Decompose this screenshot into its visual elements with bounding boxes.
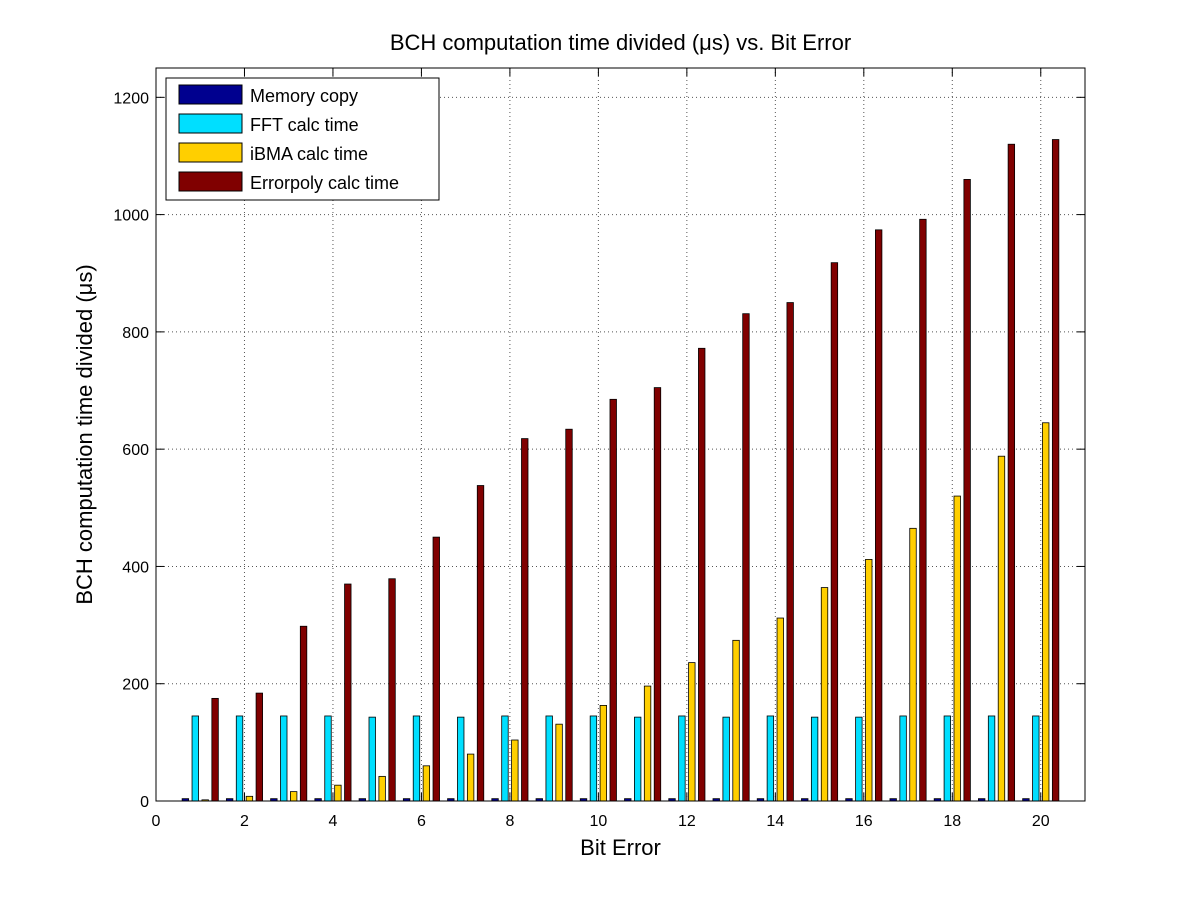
bar-ibma-calc-time-3 — [290, 791, 298, 802]
bar-ibma-calc-time-19 — [997, 455, 1006, 802]
bar-fft-calc-time-19 — [987, 715, 996, 802]
x-tick-label: 8 — [505, 813, 514, 830]
grid-lines — [156, 68, 1085, 801]
bar-fft-calc-time-18 — [943, 715, 951, 802]
y-tick-label: 0 — [140, 794, 149, 811]
bar-ibma-calc-time-13 — [732, 639, 740, 802]
x-tick-label: 0 — [152, 813, 161, 830]
x-tick-label: 2 — [240, 813, 249, 830]
bar-ibma-calc-time-8 — [511, 739, 519, 802]
bar-errorpoly-calc-time-6 — [432, 536, 440, 802]
y-tick-label: 1200 — [113, 90, 149, 107]
chart-title: BCH computation time divided (μs) vs. Bi… — [390, 30, 851, 55]
legend-label: FFT calc time — [250, 115, 359, 135]
bar-errorpoly-calc-time-5 — [388, 578, 396, 802]
bar-fft-calc-time-6 — [412, 715, 421, 802]
bar-fft-calc-time-12 — [678, 715, 686, 802]
bar-fft-calc-time-20 — [1032, 715, 1040, 802]
bar-fft-calc-time-15 — [810, 716, 819, 802]
bar-ibma-calc-time-6 — [422, 765, 431, 802]
bar-errorpoly-calc-time-1 — [211, 697, 219, 802]
legend-swatch — [178, 84, 243, 105]
bar-ibma-calc-time-17 — [909, 527, 917, 802]
bar-fft-calc-time-10 — [589, 715, 598, 802]
bar-errorpoly-calc-time-14 — [786, 302, 794, 802]
bar-fft-calc-time-11 — [634, 716, 642, 802]
plot-frame — [155, 67, 1086, 802]
x-tick-label: 6 — [417, 813, 426, 830]
y-tick-label: 1000 — [113, 208, 149, 225]
y-tick-label: 800 — [122, 325, 149, 342]
bar-fft-calc-time-14 — [766, 715, 775, 802]
bar-errorpoly-calc-time-8 — [521, 438, 529, 802]
bar-ibma-calc-time-7 — [466, 753, 475, 802]
x-tick-label: 14 — [766, 813, 784, 830]
bar-ibma-calc-time-18 — [953, 495, 961, 802]
y-tick-label: 600 — [122, 442, 149, 459]
bar-ibma-calc-time-4 — [334, 784, 342, 802]
bar-ibma-calc-time-11 — [643, 685, 652, 802]
y-axis-title: BCH computation time divided (μs) — [72, 264, 97, 604]
bar-ibma-calc-time-12 — [688, 662, 696, 802]
y-tick-label: 200 — [122, 677, 149, 694]
bar-errorpoly-calc-time-13 — [742, 313, 750, 802]
x-tick-label: 18 — [943, 813, 961, 830]
bar-errorpoly-calc-time-10 — [609, 398, 617, 802]
x-tick-label: 4 — [328, 813, 337, 830]
bar-errorpoly-calc-time-11 — [653, 387, 662, 802]
bar-errorpoly-calc-time-9 — [565, 428, 573, 802]
bar-errorpoly-calc-time-17 — [919, 218, 927, 802]
x-axis-title: Bit Error — [580, 835, 661, 860]
legend-swatch — [178, 142, 243, 163]
bar-ibma-calc-time-16 — [865, 559, 873, 802]
x-tick-label: 10 — [589, 813, 607, 830]
x-tick-label: 16 — [855, 813, 873, 830]
bar-fft-calc-time-7 — [457, 716, 465, 802]
bar-marks — [181, 139, 1060, 802]
bar-fft-calc-time-2 — [235, 715, 244, 802]
bar-errorpoly-calc-time-12 — [698, 347, 706, 802]
bar-ibma-calc-time-5 — [378, 775, 386, 802]
bar-errorpoly-calc-time-15 — [830, 262, 839, 802]
legend: Memory copy FFT calc time iBMA calc time Er… — [165, 77, 440, 201]
y-tick-label: 400 — [122, 559, 149, 576]
bar-fft-calc-time-4 — [324, 715, 332, 802]
bar-errorpoly-calc-time-16 — [875, 229, 883, 802]
bar-ibma-calc-time-10 — [599, 705, 607, 802]
legend-label: Errorpoly calc time — [250, 173, 399, 193]
bar-errorpoly-calc-time-3 — [299, 625, 308, 802]
bar-fft-calc-time-9 — [545, 715, 553, 802]
legend-label: Memory copy — [250, 86, 358, 106]
bar-errorpoly-calc-time-20 — [1051, 139, 1060, 802]
x-tick-label: 20 — [1032, 813, 1050, 830]
bar-errorpoly-calc-time-2 — [255, 692, 263, 802]
bar-fft-calc-time-1 — [191, 715, 199, 802]
bar-errorpoly-calc-time-18 — [963, 179, 971, 802]
bar-errorpoly-calc-time-4 — [344, 583, 352, 802]
bar-ibma-calc-time-20 — [1042, 422, 1050, 802]
bar-fft-calc-time-3 — [280, 715, 288, 802]
bar-fft-calc-time-13 — [722, 716, 730, 802]
bar-ibma-calc-time-9 — [555, 723, 563, 802]
legend-swatch — [178, 113, 243, 134]
bar-ibma-calc-time-2 — [245, 795, 254, 802]
legend-label: iBMA calc time — [250, 144, 368, 164]
x-tick-label: 12 — [678, 813, 696, 830]
legend-swatch — [178, 171, 243, 192]
bar-errorpoly-calc-time-19 — [1007, 143, 1016, 802]
bar-ibma-calc-time-15 — [820, 587, 829, 802]
bar-fft-calc-time-5 — [368, 716, 376, 802]
bar-fft-calc-time-16 — [855, 716, 863, 802]
bar-fft-calc-time-17 — [899, 715, 907, 802]
bar-fft-calc-time-8 — [501, 715, 509, 802]
bar-ibma-calc-time-14 — [776, 617, 784, 802]
bar-errorpoly-calc-time-7 — [476, 485, 485, 802]
